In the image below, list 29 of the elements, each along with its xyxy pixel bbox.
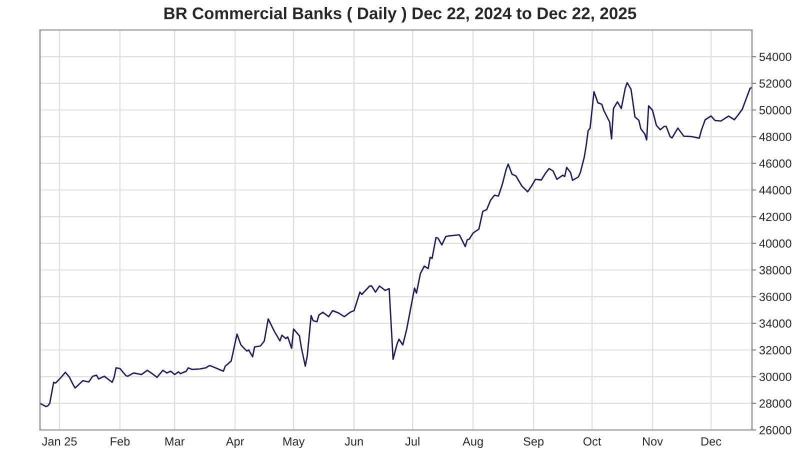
y-tick-label: 48000 [759, 132, 792, 142]
y-tick-label: 36000 [759, 292, 792, 302]
x-tick-label: Oct [583, 437, 602, 446]
x-tick-label: Jun [344, 437, 363, 446]
y-tick-label: 42000 [759, 212, 792, 222]
y-tick-label: 34000 [759, 319, 792, 328]
chart-title: BR Commercial Banks ( Daily ) Dec 22, 2024 to Dec 22, 2025 [164, 6, 636, 23]
y-tick-label: 54000 [759, 52, 792, 62]
x-tick-label: Sep [524, 437, 544, 448]
x-tick-label: Feb [110, 436, 130, 446]
x-tick-label: Dec [702, 437, 722, 446]
x-tick-label: Nov [642, 437, 663, 446]
line-series [40, 82, 752, 408]
x-tick-label: Jul [405, 436, 420, 446]
y-tick-label: 40000 [759, 239, 792, 248]
y-tick-label: 32000 [759, 346, 792, 354]
y-tick-label: 38000 [759, 266, 792, 274]
y-tick-label: 50000 [759, 106, 792, 114]
x-tick-label: May [283, 437, 305, 448]
x-tick-label: Aug [462, 437, 483, 448]
y-tick-label: 26000 [760, 426, 792, 434]
y-tick-label: 44000 [759, 186, 792, 194]
x-tick-label: Apr [226, 437, 244, 448]
y-tick-label: 28000 [760, 399, 792, 408]
x-tick-label: Jan 25 [42, 437, 77, 446]
x-tick-label: Mar [165, 437, 185, 446]
y-tick-label: 30000 [759, 372, 792, 382]
y-tick-label: 46000 [759, 159, 792, 168]
y-tick-label: 52000 [759, 79, 792, 88]
